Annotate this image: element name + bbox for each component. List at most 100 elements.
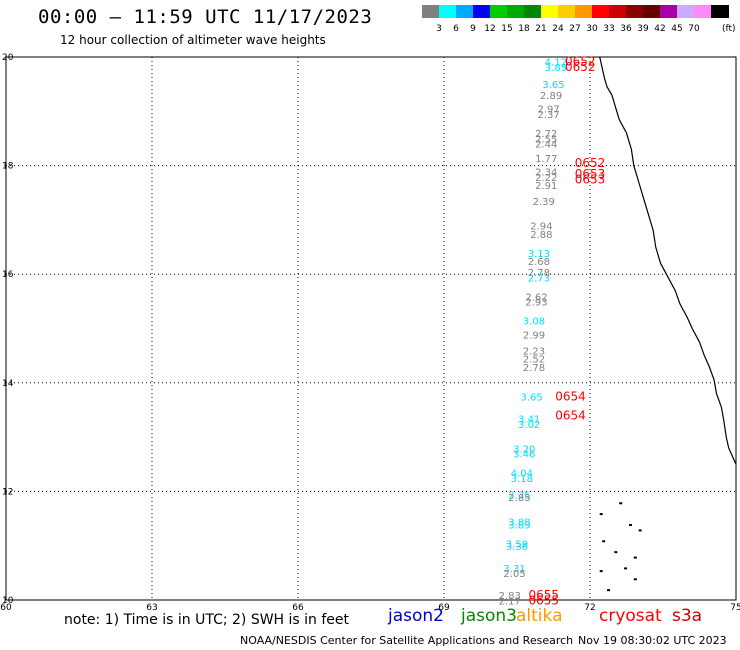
lon-tick-label: 69 <box>438 603 450 613</box>
scale-label: 3 <box>436 24 442 34</box>
scale-swatch <box>439 5 457 18</box>
pass-time-label: 0653 <box>575 173 606 187</box>
pass-time-label: 0655 <box>528 588 559 602</box>
map-title: 00:00 – 11:59 UTC 11/17/2023 <box>38 6 373 28</box>
lat-tick-label: 10 <box>2 596 14 606</box>
scale-label: 45 <box>671 24 683 34</box>
island-marker <box>638 529 642 532</box>
island-marker <box>624 567 628 570</box>
scale-swatch <box>643 5 661 18</box>
swh-value-label: 3.85 <box>545 63 567 74</box>
scale-swatch <box>422 5 440 18</box>
scale-swatch <box>592 5 610 18</box>
credit-text: NOAA/NESDIS Center for Satellite Applica… <box>240 634 574 647</box>
swh-value-label: 3.88 <box>508 518 530 529</box>
scale-label: 36 <box>620 24 632 34</box>
swh-value-label: 2.97 <box>538 104 560 115</box>
pass-time-label: 0652 <box>565 55 596 69</box>
scale-swatch <box>609 5 627 18</box>
swh-value-label: 2.94 <box>530 222 552 233</box>
swh-value-label: 2.17 <box>499 596 521 607</box>
scale-swatch <box>507 5 525 18</box>
footer-note: note: 1) Time is in UTC; 2) SWH is in fe… <box>64 612 350 628</box>
pass-time-label: 0652 <box>565 60 596 74</box>
scale-label: 42 <box>654 24 666 34</box>
island-marker <box>602 540 606 543</box>
coastline <box>599 56 737 465</box>
scale-swatch <box>711 5 729 18</box>
swh-value-label: 2.52 <box>523 355 545 366</box>
legend-sat-s3a: s3a <box>672 606 703 626</box>
scale-label: 12 <box>484 24 496 34</box>
island-marker <box>633 578 637 581</box>
swh-value-label: 2.91 <box>535 181 557 192</box>
swh-value-label: 3.46 <box>513 450 535 461</box>
pass-time-label: 0653 <box>575 167 606 181</box>
island-marker <box>599 570 603 573</box>
swh-value-label: 3.20 <box>513 444 535 455</box>
lat-tick-label: 14 <box>2 379 14 389</box>
swh-value-label: 3.65 <box>520 393 542 404</box>
scale-label: 15 <box>501 24 513 34</box>
swh-value-label: 3.31 <box>503 564 525 575</box>
scale-swatch <box>490 5 508 18</box>
map-subtitle: 12 hour collection of altimeter wave hei… <box>60 33 326 47</box>
lon-tick-label: 63 <box>146 603 157 613</box>
scale-label: 30 <box>586 24 598 34</box>
swh-value-label: 2.72 <box>535 129 557 140</box>
legend-sat-cryosat: cryosat <box>599 606 662 626</box>
legend-sat-jason2: jason2 <box>388 606 444 626</box>
swh-value-label: 2.99 <box>523 330 545 341</box>
pass-time-label: 0654 <box>555 390 586 404</box>
island-marker <box>619 502 623 505</box>
generated-timestamp: Nov 19 08:30:02 UTC 2023 <box>578 634 727 647</box>
scale-label: 24 <box>552 24 564 34</box>
lat-tick-label: 20 <box>2 53 14 63</box>
swh-value-label: 2.37 <box>538 110 560 121</box>
scale-label: 18 <box>518 24 530 34</box>
scale-label: 6 <box>453 24 459 34</box>
swh-value-label: 3.13 <box>528 249 550 260</box>
swh-value-label: 3.08 <box>523 317 545 328</box>
swh-value-label: 4.12 <box>545 58 567 69</box>
swh-value-label: 3.18 <box>511 474 533 485</box>
swh-value-label: 2.73 <box>528 273 550 284</box>
scale-label: 70 <box>688 24 700 34</box>
pass-time-label: 0652 <box>575 156 606 170</box>
swh-value-label: 2.39 <box>533 197 555 208</box>
legend-sat-altika: altika <box>516 606 563 626</box>
scale-swatch <box>473 5 491 18</box>
scale-label: 9 <box>470 24 476 34</box>
scale-unit-label: (ft) <box>722 24 736 34</box>
swh-value-label: 2.83 <box>499 591 521 602</box>
island-marker <box>599 513 603 516</box>
island-marker <box>607 589 611 592</box>
swh-value-label: 4.04 <box>511 469 533 480</box>
pass-time-label: 0654 <box>555 409 586 423</box>
map-frame <box>5 56 737 601</box>
scale-swatch <box>694 5 712 18</box>
swh-value-label: 2.93 <box>525 298 547 309</box>
lon-tick-label: 75 <box>730 603 740 613</box>
swh-value-label: 2.85 <box>508 493 530 504</box>
swh-value-label: 2.88 <box>530 230 552 241</box>
scale-swatch <box>456 5 474 18</box>
scale-swatch <box>677 5 695 18</box>
swh-value-label: 3.59 <box>506 539 528 550</box>
swh-value-label: 2.05 <box>503 569 525 580</box>
swh-value-label: 2.89 <box>540 91 562 102</box>
swh-value-label: 3.02 <box>518 420 540 431</box>
swh-value-label: 3.89 <box>508 520 530 531</box>
swh-value-label: 2.78 <box>528 268 550 279</box>
swh-value-label: 2.62 <box>525 292 547 303</box>
swh-value-label: 2.78 <box>523 363 545 374</box>
swh-value-label: 3.65 <box>542 80 564 91</box>
swh-value-label: 2.34 <box>535 167 557 178</box>
island-marker <box>614 551 618 554</box>
island-marker <box>633 556 637 559</box>
scale-swatch <box>558 5 576 18</box>
swh-value-label: 2.22 <box>535 173 557 184</box>
lon-tick-label: 66 <box>292 603 304 613</box>
island-marker <box>628 523 632 526</box>
